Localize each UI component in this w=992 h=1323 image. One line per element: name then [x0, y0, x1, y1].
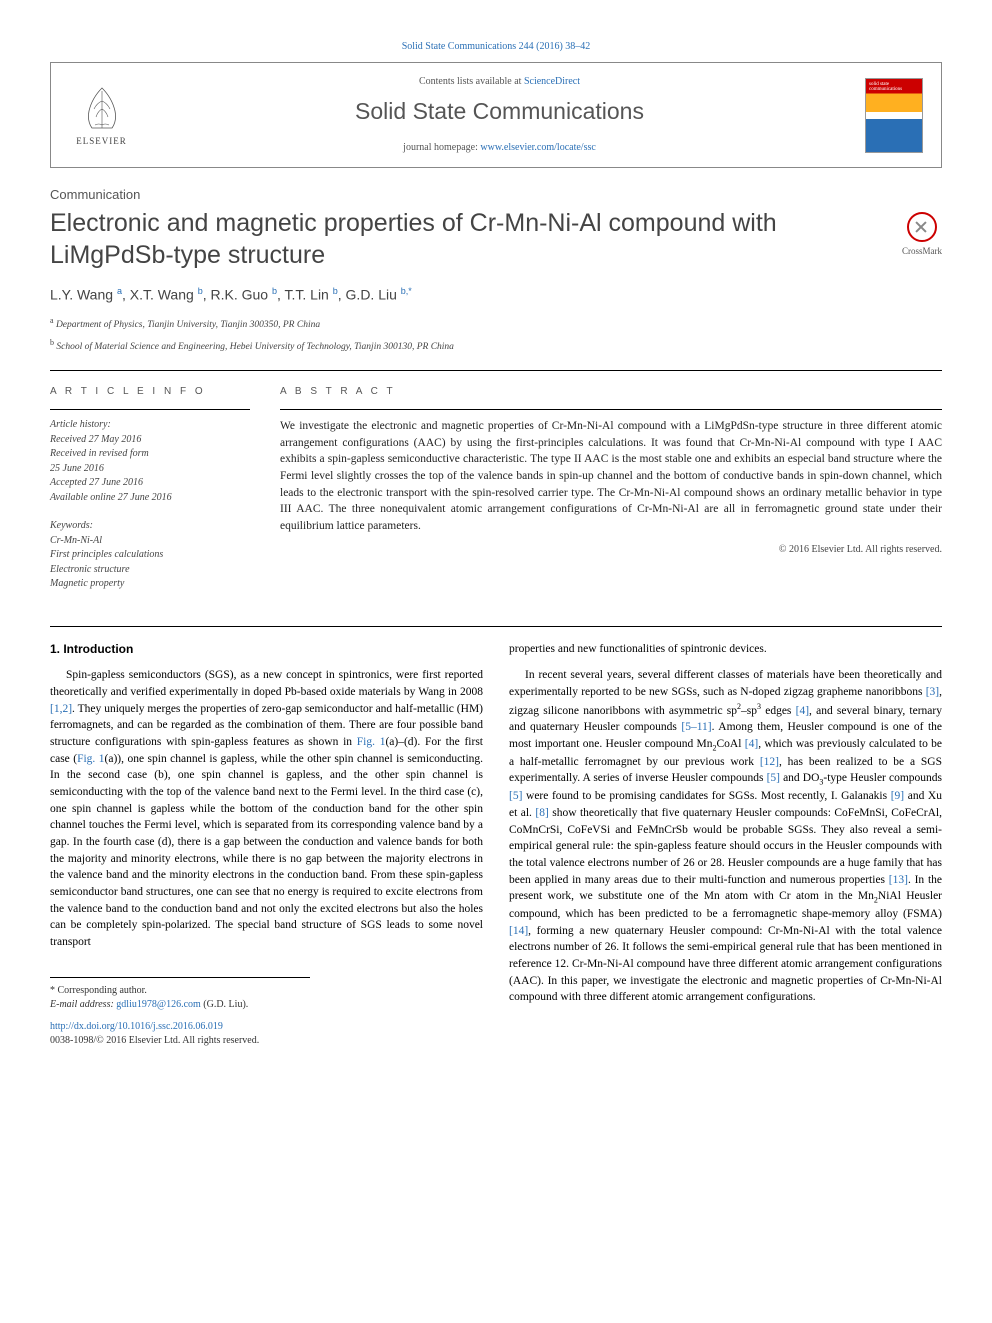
citation-link[interactable]: [8]	[535, 807, 548, 819]
email-label: E-mail address:	[50, 999, 116, 1010]
history-line: Accepted 27 June 2016	[50, 476, 250, 491]
abstract-text: We investigate the electronic and magnet…	[280, 418, 942, 535]
citation-link[interactable]: [9]	[891, 790, 904, 802]
homepage-prefix: journal homepage:	[403, 142, 480, 153]
affiliation: b School of Material Science and Enginee…	[50, 337, 942, 354]
email-name: (G.D. Liu).	[201, 999, 249, 1010]
doi-link[interactable]: http://dx.doi.org/10.1016/j.ssc.2016.06.…	[50, 1021, 223, 1032]
crossmark-label: CrossMark	[902, 245, 942, 258]
journal-name: Solid State Communications	[134, 95, 865, 127]
citation-link[interactable]: [5–11]	[681, 721, 711, 733]
issn-line: 0038-1098/© 2016 Elsevier Ltd. All right…	[50, 1034, 483, 1048]
email-line: E-mail address: gdliu1978@126.com (G.D. …	[50, 998, 310, 1012]
body-columns: 1. Introduction Spin-gapless semiconduct…	[50, 641, 942, 1048]
elsevier-logo: ELSEVIER	[69, 79, 134, 151]
keyword: Magnetic property	[50, 577, 250, 592]
corresponding-author: * Corresponding author.	[50, 984, 310, 998]
title-row: Electronic and magnetic properties of Cr…	[50, 208, 942, 285]
journal-cover-thumbnail: solid state communications	[865, 78, 923, 153]
header-center: Contents lists available at ScienceDirec…	[134, 75, 865, 155]
citation-link[interactable]: [5]	[509, 790, 522, 802]
citation-link[interactable]: [12]	[760, 756, 779, 768]
history-line: 25 June 2016	[50, 462, 250, 477]
cover-text: solid state communications	[869, 82, 922, 93]
doi-line: http://dx.doi.org/10.1016/j.ssc.2016.06.…	[50, 1020, 483, 1034]
intro-para-1-cont: properties and new functionalities of sp…	[509, 641, 942, 658]
contents-prefix: Contents lists available at	[419, 76, 524, 87]
keywords-label: Keywords:	[50, 519, 250, 534]
info-divider	[50, 409, 250, 410]
keyword: First principles calculations	[50, 548, 250, 563]
citation-link[interactable]: [13]	[889, 874, 908, 886]
homepage-link[interactable]: www.elsevier.com/locate/ssc	[480, 142, 595, 153]
article-info-heading: A R T I C L E I N F O	[50, 385, 250, 399]
intro-para-1: Spin-gapless semiconductors (SGS), as a …	[50, 667, 483, 950]
sciencedirect-link[interactable]: ScienceDirect	[524, 76, 580, 87]
history-line: Received 27 May 2016	[50, 433, 250, 448]
left-column: 1. Introduction Spin-gapless semiconduct…	[50, 641, 483, 1048]
abstract-divider	[280, 409, 942, 410]
history-label: Article history:	[50, 418, 250, 433]
citation-link[interactable]: [14]	[509, 925, 528, 937]
authors-line: L.Y. Wang a, X.T. Wang b, R.K. Guo b, T.…	[50, 285, 942, 305]
document-type: Communication	[50, 186, 942, 204]
elsevier-label: ELSEVIER	[76, 135, 127, 148]
journal-reference: Solid State Communications 244 (2016) 38…	[50, 40, 942, 54]
article-history: Article history: Received 27 May 2016Rec…	[50, 418, 250, 505]
intro-heading: 1. Introduction	[50, 641, 483, 658]
abstract-column: A B S T R A C T We investigate the elect…	[280, 385, 942, 606]
citation-link[interactable]: [1,2]	[50, 703, 72, 715]
elsevier-tree-icon	[77, 83, 127, 133]
citation-link[interactable]: [4]	[796, 704, 809, 716]
keyword: Cr-Mn-Ni-Al	[50, 534, 250, 549]
affiliation: a Department of Physics, Tianjin Univers…	[50, 315, 942, 332]
journal-homepage: journal homepage: www.elsevier.com/locat…	[134, 141, 865, 155]
article-info-column: A R T I C L E I N F O Article history: R…	[50, 385, 250, 606]
citation-link[interactable]: [3]	[926, 686, 939, 698]
history-line: Available online 27 June 2016	[50, 491, 250, 506]
figure-link[interactable]: Fig. 1	[357, 736, 386, 748]
meta-abstract-row: A R T I C L E I N F O Article history: R…	[50, 385, 942, 606]
divider-bottom	[50, 626, 942, 627]
email-link[interactable]: gdliu1978@126.com	[116, 999, 200, 1010]
crossmark-icon	[907, 212, 937, 242]
figure-link[interactable]: Fig. 1	[77, 753, 104, 765]
divider-top	[50, 370, 942, 371]
citation-link[interactable]: [4]	[745, 738, 758, 750]
keyword: Electronic structure	[50, 563, 250, 578]
footnote-block: * Corresponding author. E-mail address: …	[50, 977, 310, 1012]
crossmark-badge[interactable]: CrossMark	[902, 212, 942, 258]
journal-header: ELSEVIER Contents lists available at Sci…	[50, 62, 942, 168]
keywords-block: Keywords: Cr-Mn-Ni-AlFirst principles ca…	[50, 519, 250, 592]
citation-link[interactable]: [5]	[767, 772, 780, 784]
article-title: Electronic and magnetic properties of Cr…	[50, 208, 882, 271]
affiliations: a Department of Physics, Tianjin Univers…	[50, 315, 942, 354]
history-line: Received in revised form	[50, 447, 250, 462]
abstract-heading: A B S T R A C T	[280, 385, 942, 399]
abstract-copyright: © 2016 Elsevier Ltd. All rights reserved…	[280, 543, 942, 557]
intro-para-2: In recent several years, several differe…	[509, 667, 942, 1006]
right-column: properties and new functionalities of sp…	[509, 641, 942, 1048]
contents-line: Contents lists available at ScienceDirec…	[134, 75, 865, 89]
